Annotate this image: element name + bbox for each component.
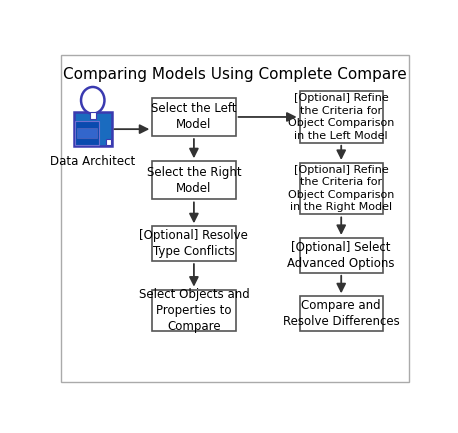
Text: [Optional] Resolve
Type Conflicts: [Optional] Resolve Type Conflicts — [140, 229, 248, 258]
Text: Data Architect: Data Architect — [50, 155, 136, 168]
Text: Select Objects and
Properties to
Compare: Select Objects and Properties to Compare — [138, 288, 249, 333]
FancyBboxPatch shape — [300, 91, 383, 143]
FancyBboxPatch shape — [61, 55, 409, 382]
FancyBboxPatch shape — [74, 112, 112, 146]
FancyBboxPatch shape — [152, 226, 235, 261]
Text: [Optional] Select
Advanced Options: [Optional] Select Advanced Options — [288, 241, 395, 270]
Text: Select the Left
Model: Select the Left Model — [151, 103, 237, 132]
FancyBboxPatch shape — [90, 112, 96, 119]
Text: Comparing Models Using Complete Compare: Comparing Models Using Complete Compare — [63, 67, 407, 82]
FancyBboxPatch shape — [152, 98, 235, 136]
Text: Select the Right
Model: Select the Right Model — [147, 166, 241, 195]
FancyBboxPatch shape — [77, 128, 97, 138]
Text: [Optional] Refine
the Criteria for
Object Comparison
in the Right Model: [Optional] Refine the Criteria for Objec… — [288, 165, 394, 212]
Ellipse shape — [81, 87, 104, 113]
FancyBboxPatch shape — [300, 163, 383, 214]
Text: Compare and
Resolve Differences: Compare and Resolve Differences — [283, 299, 399, 328]
Text: [Optional] Refine
the Criteria for
Object Comparison
in the Left Model: [Optional] Refine the Criteria for Objec… — [288, 94, 394, 141]
FancyBboxPatch shape — [76, 121, 98, 145]
FancyBboxPatch shape — [300, 238, 383, 273]
FancyBboxPatch shape — [152, 161, 235, 200]
FancyBboxPatch shape — [300, 296, 383, 331]
FancyBboxPatch shape — [152, 290, 235, 331]
FancyBboxPatch shape — [106, 139, 111, 145]
